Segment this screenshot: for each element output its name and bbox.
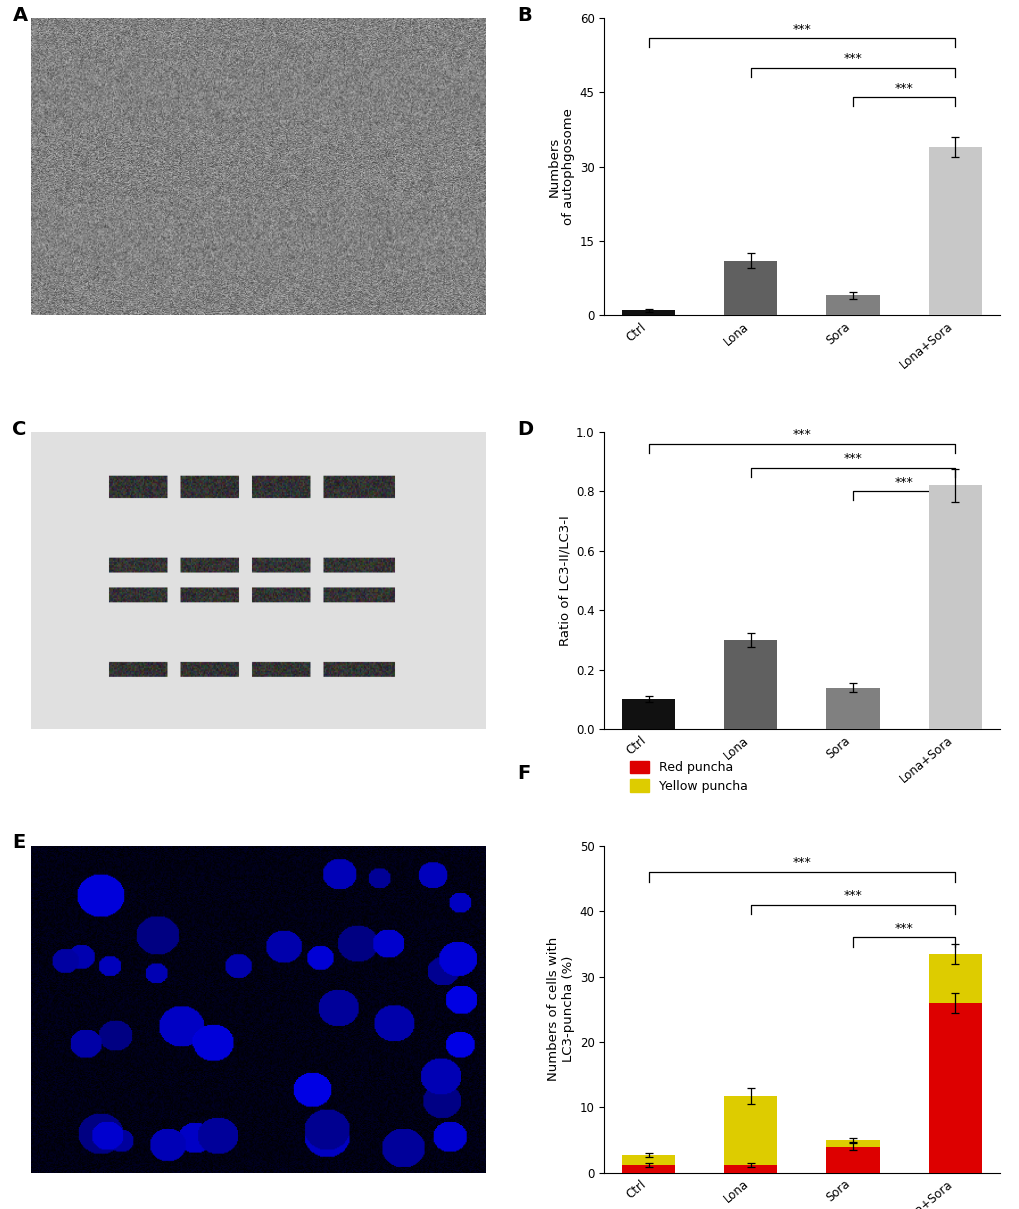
Text: ***: *** [843, 52, 861, 65]
Text: C: C [12, 420, 26, 439]
Text: F: F [517, 764, 530, 783]
Y-axis label: Ratio of LC3-II/LC3-I: Ratio of LC3-II/LC3-I [558, 515, 572, 646]
Bar [723, 1097, 776, 1165]
Legend: Red puncha, Yellow puncha: Red puncha, Yellow puncha [630, 760, 747, 793]
Bar [622, 700, 675, 729]
Text: ***: *** [894, 82, 912, 96]
Bar [927, 147, 980, 316]
Text: ***: *** [792, 23, 810, 35]
Text: ***: *** [894, 921, 912, 935]
Bar [622, 1155, 675, 1165]
Bar [927, 954, 980, 1002]
Text: D: D [517, 420, 533, 439]
Bar [825, 1140, 878, 1146]
Bar [825, 688, 878, 729]
Text: B: B [517, 6, 532, 25]
Bar [723, 1165, 776, 1173]
Y-axis label: Numbers of cells with
LC3-puncha (%): Numbers of cells with LC3-puncha (%) [547, 937, 575, 1081]
Bar [622, 1165, 675, 1173]
Bar [927, 486, 980, 729]
Y-axis label: Numbers
of autophgosome: Numbers of autophgosome [547, 109, 575, 225]
Text: ***: *** [843, 452, 861, 465]
Bar [825, 295, 878, 316]
Text: ***: *** [792, 428, 810, 441]
Text: A: A [12, 6, 28, 25]
Bar [723, 640, 776, 729]
Bar [622, 311, 675, 316]
Text: E: E [12, 833, 25, 852]
Text: ***: *** [843, 889, 861, 902]
Bar [927, 1002, 980, 1173]
Bar [723, 261, 776, 316]
Text: ***: *** [894, 476, 912, 490]
Bar [825, 1146, 878, 1173]
Text: ***: *** [792, 856, 810, 869]
